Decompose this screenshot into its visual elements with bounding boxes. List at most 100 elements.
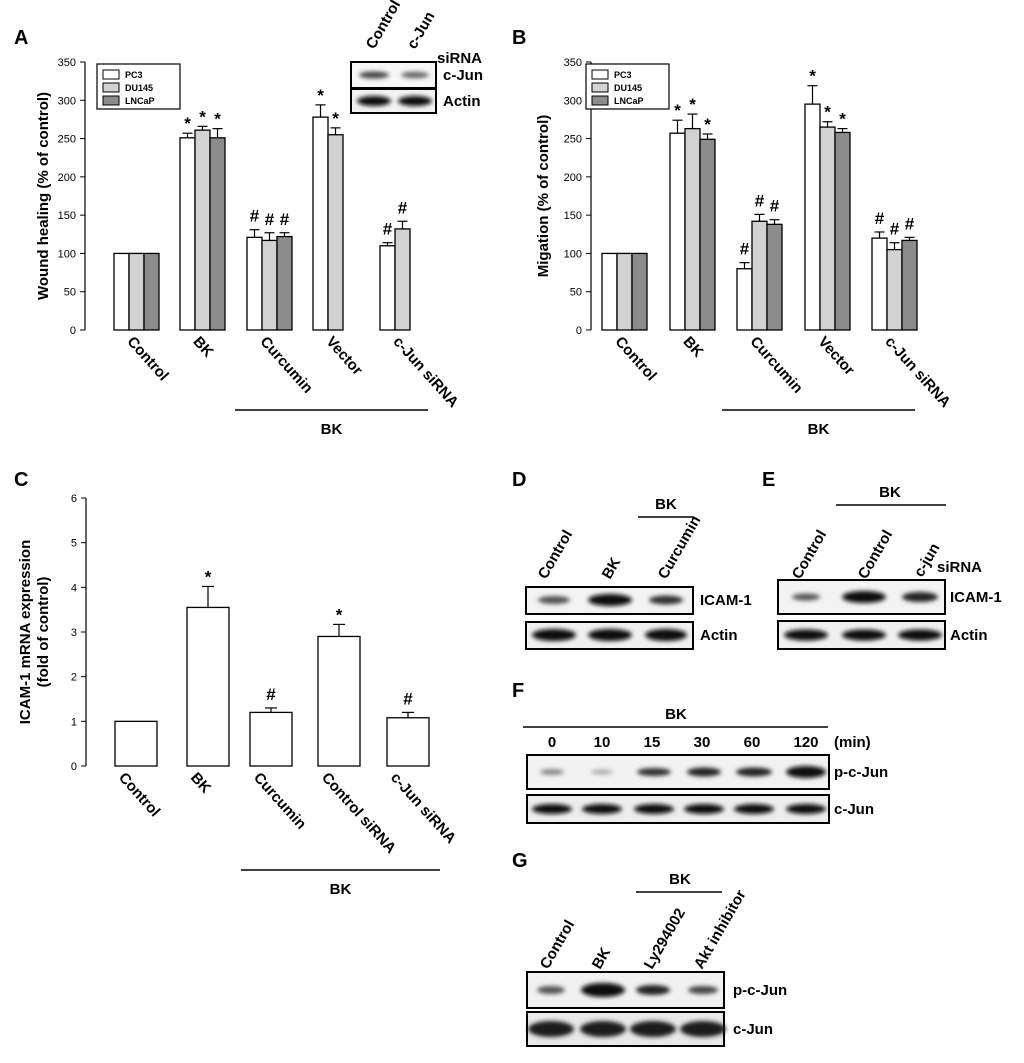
legend-entry: LNCaP bbox=[125, 96, 155, 106]
blot-band bbox=[842, 629, 886, 641]
bar bbox=[249, 711, 293, 767]
bar bbox=[113, 252, 130, 331]
bar bbox=[261, 239, 278, 331]
row-label: c-Jun bbox=[834, 801, 874, 818]
blot-band bbox=[688, 986, 718, 994]
bar bbox=[699, 138, 716, 331]
group-label: BK bbox=[665, 706, 687, 723]
y-tick-label: 300 bbox=[564, 95, 582, 107]
significance-hash: # bbox=[266, 685, 276, 704]
significance-asterisk: * bbox=[332, 109, 339, 128]
blot-band bbox=[842, 591, 886, 603]
row-label: Actin bbox=[443, 93, 481, 110]
significance-hash: # bbox=[905, 214, 915, 233]
category-label: c-Jun siRNA bbox=[390, 333, 462, 411]
blot-band bbox=[528, 1021, 574, 1037]
bar bbox=[379, 245, 396, 331]
blot-f: BK 0 10 15 30 60 120 (min) p-c-Jun c-Jun bbox=[523, 706, 888, 824]
significance-asterisk: * bbox=[317, 86, 324, 105]
significance-asterisk: * bbox=[809, 67, 816, 86]
legend-entry: DU145 bbox=[614, 83, 642, 93]
bar bbox=[186, 606, 230, 767]
blot-band bbox=[359, 71, 389, 79]
y-tick-label: 200 bbox=[58, 172, 76, 184]
bar bbox=[276, 235, 293, 331]
significance-asterisk: * bbox=[704, 115, 711, 134]
bar bbox=[669, 132, 686, 331]
legend-swatch bbox=[102, 82, 120, 93]
blot-e: BK Control Control c-jun siRNA ICAM-1 Ac… bbox=[777, 484, 1002, 650]
y-tick-label: 4 bbox=[71, 582, 77, 594]
bar bbox=[386, 717, 430, 767]
group-bracket-label: BK bbox=[330, 881, 352, 898]
panel-letter-a: A bbox=[14, 27, 28, 49]
y-tick-label: 5 bbox=[71, 538, 77, 550]
time-label: 120 bbox=[793, 734, 818, 751]
row-label: c-Jun bbox=[443, 67, 483, 84]
blot-band bbox=[532, 804, 572, 814]
y-tick-label: 350 bbox=[58, 57, 76, 69]
lane-label: Control bbox=[855, 527, 896, 582]
time-label: 60 bbox=[744, 734, 761, 751]
significance-hash: # bbox=[890, 220, 900, 239]
legend-swatch bbox=[591, 95, 609, 106]
lane-label: Akt inhibitor bbox=[691, 887, 750, 972]
y-tick-label: 2 bbox=[71, 672, 77, 684]
lane-label: Ly294002 bbox=[641, 905, 689, 972]
significance-hash: # bbox=[280, 210, 290, 229]
blot-band bbox=[398, 96, 432, 106]
blot-band bbox=[538, 596, 570, 604]
blot-a-inset: Control c-Jun siRNA c-Jun Actin bbox=[350, 0, 483, 114]
row-label: ICAM-1 bbox=[700, 592, 752, 609]
sirna-label: siRNA bbox=[937, 559, 982, 576]
significance-asterisk: * bbox=[184, 114, 191, 133]
lane-label: Control bbox=[537, 917, 578, 972]
category-label: Control siRNA bbox=[318, 769, 399, 857]
bar bbox=[886, 248, 903, 331]
blot-band bbox=[532, 629, 576, 641]
legend-entry: LNCaP bbox=[614, 96, 644, 106]
blot-g: BK Control BK Ly294002 Akt inhibitor p-c… bbox=[526, 871, 787, 1047]
y-axis-title: Wound healing (% of control) bbox=[35, 92, 52, 300]
category-label: BK bbox=[190, 333, 217, 361]
row-label: c-Jun bbox=[733, 1021, 773, 1038]
time-unit: (min) bbox=[834, 734, 871, 751]
y-tick-label: 0 bbox=[576, 325, 582, 337]
lane-label: Control bbox=[789, 527, 830, 582]
y-tick-label: 50 bbox=[570, 287, 582, 299]
category-label: Vector bbox=[323, 333, 366, 379]
significance-asterisk: * bbox=[199, 107, 206, 126]
row-label: ICAM-1 bbox=[950, 589, 1002, 606]
time-label: 0 bbox=[548, 734, 556, 751]
y-axis-title-line2: (fold of control) bbox=[35, 577, 52, 688]
panel-letter-f: F bbox=[512, 680, 524, 702]
significance-hash: # bbox=[875, 209, 885, 228]
significance-asterisk: * bbox=[205, 567, 212, 586]
bar bbox=[143, 252, 160, 331]
sirna-label: siRNA bbox=[437, 50, 482, 67]
legend-swatch bbox=[591, 82, 609, 93]
significance-hash: # bbox=[755, 191, 765, 210]
significance-asterisk: * bbox=[824, 103, 831, 122]
bar bbox=[766, 223, 783, 331]
chart-c: 0 1 2 3 4 5 6 ICAM-1 mRNA expression (fold of co… bbox=[17, 493, 459, 898]
significance-hash: # bbox=[265, 210, 275, 229]
y-tick-label: 0 bbox=[70, 325, 76, 337]
blot-frame bbox=[526, 794, 830, 824]
panel-letter-c: C bbox=[14, 469, 28, 491]
group-label: BK bbox=[669, 871, 691, 888]
significance-hash: # bbox=[250, 207, 260, 226]
significance-asterisk: * bbox=[689, 95, 696, 114]
significance-hash: # bbox=[398, 198, 408, 217]
y-tick-label: 300 bbox=[58, 95, 76, 107]
legend-entry: PC3 bbox=[614, 70, 632, 80]
bar bbox=[246, 236, 263, 331]
bar bbox=[871, 237, 888, 331]
blot-band bbox=[540, 769, 564, 775]
lane-label: BK bbox=[599, 555, 625, 582]
bar bbox=[684, 127, 701, 331]
y-tick-label: 150 bbox=[58, 210, 76, 222]
bar bbox=[317, 635, 361, 767]
significance-hash: # bbox=[770, 197, 780, 216]
blot-band bbox=[786, 766, 826, 778]
